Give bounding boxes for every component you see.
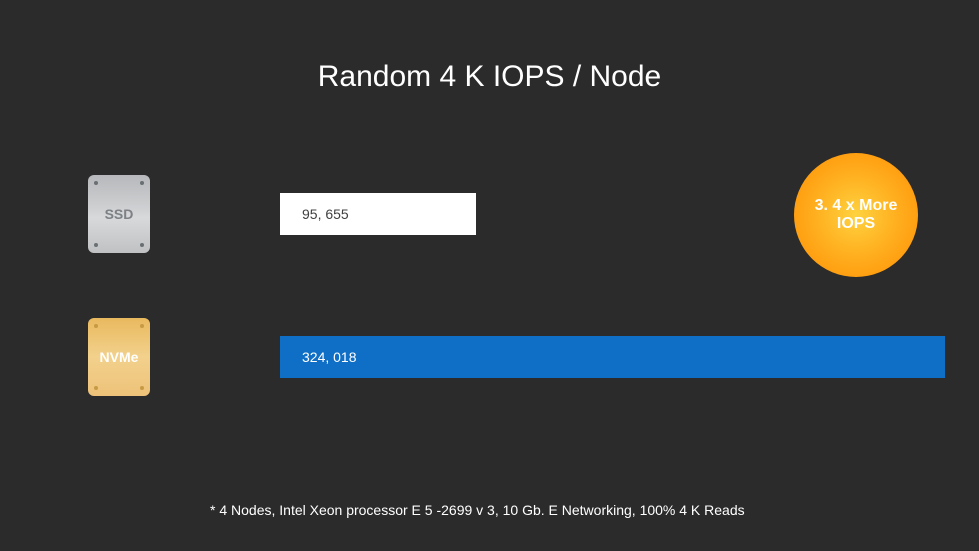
ssd-bar-value: 95, 655 <box>302 206 349 222</box>
slide-title: Random 4 K IOPS / Node <box>0 60 979 94</box>
nvme-bar-value: 324, 018 <box>302 349 357 365</box>
slide: Random 4 K IOPS / Node SSD NVMe 95, 655 … <box>0 0 979 551</box>
more-iops-badge: 3. 4 x More IOPS <box>794 153 918 277</box>
ssd-bar: 95, 655 <box>280 193 476 235</box>
nvme-drive-icon: NVMe <box>88 318 150 396</box>
ssd-icon-label: SSD <box>88 206 150 222</box>
ssd-drive-icon: SSD <box>88 175 150 253</box>
footnote: * 4 Nodes, Intel Xeon processor E 5 -269… <box>210 502 745 518</box>
nvme-icon-label: NVMe <box>88 349 150 365</box>
badge-line2: IOPS <box>837 215 875 232</box>
badge-line1: 3. 4 x More <box>815 197 898 214</box>
nvme-bar: 324, 018 <box>280 336 945 378</box>
